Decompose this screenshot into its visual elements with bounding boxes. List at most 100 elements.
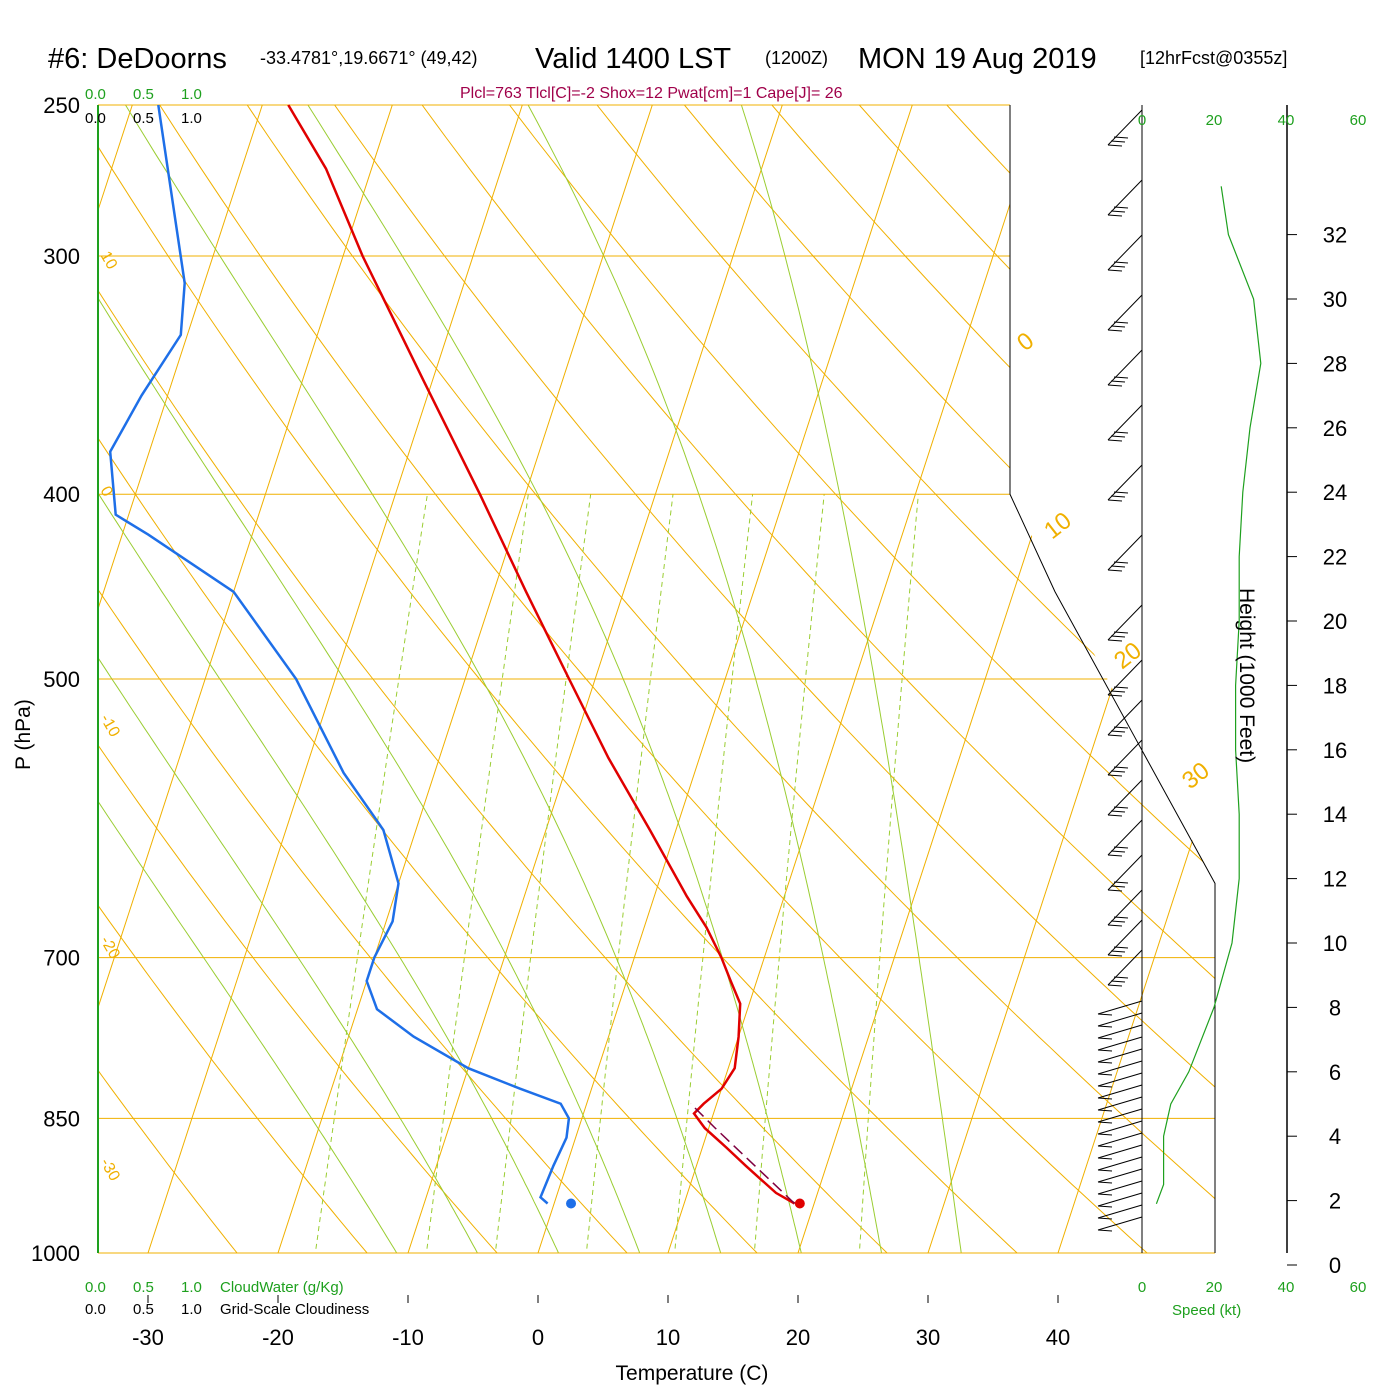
- forecast-date: MON 19 Aug 2019: [858, 43, 1097, 75]
- wind-barb: [1107, 534, 1143, 572]
- wind-barb: [1097, 1108, 1143, 1124]
- barb-feather: [1107, 694, 1123, 697]
- axis-ticks: 100-10-20-300102030250300400500700850100…: [31, 93, 1366, 1350]
- barb-staff: [1107, 464, 1143, 501]
- temp-tick-0: 0: [532, 1325, 544, 1350]
- barb-feather: [1110, 850, 1126, 853]
- wind-barb: [1107, 854, 1143, 892]
- barb-feather: [1113, 321, 1129, 324]
- height-tick-32: 32: [1323, 223, 1347, 248]
- station-title: #6: DeDoorns: [48, 43, 227, 75]
- mixing-ratio-label-3: 3: [475, 1270, 494, 1286]
- barb-feather: [1110, 435, 1126, 438]
- barb-feather: [1107, 269, 1123, 272]
- speed-tick-top-40: 40: [1278, 112, 1295, 129]
- barb-staff: [1097, 1192, 1143, 1207]
- mixing-ratio-20: [856, 494, 919, 1253]
- wind-barb: [1097, 1096, 1143, 1112]
- pressure-tick-400: 400: [43, 482, 80, 507]
- barb-staff: [1097, 1120, 1143, 1135]
- moist-adiabat--2: [98, 105, 500, 1253]
- moist-adiabat-16: [104, 105, 734, 1253]
- barb-feather: [1110, 565, 1126, 568]
- barb-feather: [1110, 325, 1126, 328]
- cloudwater-scale-top-2: 1.0: [181, 86, 202, 103]
- barb-staff: [1107, 659, 1143, 696]
- wind-barb: [1097, 1216, 1143, 1232]
- mixing-ratio-1: [309, 494, 428, 1253]
- wind-barb: [1097, 1180, 1143, 1196]
- pressure-tick-300: 300: [43, 244, 80, 269]
- height-tick-22: 22: [1323, 545, 1347, 570]
- iso-label-left-10: 10: [97, 249, 121, 273]
- wind-barb: [1107, 234, 1143, 272]
- barb-feather: [1107, 854, 1123, 857]
- cloudwater-scale-top-0: 0.0: [85, 86, 106, 103]
- barb-staff: [1107, 294, 1143, 331]
- cloudiness-scale-top-0: 0.0: [85, 110, 106, 127]
- barb-feather: [1110, 810, 1126, 813]
- barb-feather: [1113, 261, 1129, 264]
- cloudiness-scale-bottom-0: 0.0: [85, 1301, 106, 1318]
- temperature-profile: [287, 104, 796, 1205]
- valid-time: Valid 1400 LST: [535, 43, 731, 75]
- temp-tick-20: 20: [786, 1325, 810, 1350]
- barb-staff: [1097, 1180, 1143, 1195]
- barb-feather: [1113, 766, 1129, 769]
- cloudiness-scale-top-2: 1.0: [181, 110, 202, 127]
- surface-temperature-marker: [794, 1198, 805, 1209]
- dry-adiabat-460: [1348, 71, 1400, 1293]
- mixing-ratio-5: [581, 494, 674, 1253]
- pressure-tick-1000: 1000: [31, 1241, 80, 1266]
- barb-staff: [1097, 1060, 1143, 1075]
- barb-staff: [1097, 1084, 1143, 1099]
- temp-tick-40: 40: [1046, 1325, 1070, 1350]
- height-tick-12: 12: [1323, 867, 1347, 892]
- barb-feather: [1110, 380, 1126, 383]
- barb-feather: [1107, 954, 1123, 957]
- wind-barb: [1107, 349, 1143, 387]
- height-tick-30: 30: [1323, 287, 1347, 312]
- barb-feather: [1113, 686, 1129, 689]
- barb-feather: [1110, 980, 1126, 983]
- cloudiness-scale-bottom-1: 0.5: [133, 1301, 154, 1318]
- mixing-ratio-8: [670, 494, 754, 1253]
- barb-feather: [1097, 1097, 1113, 1100]
- speed-axis-label: Speed (kt): [1172, 1302, 1241, 1319]
- dry-adiabat-390: [742, 105, 1215, 1253]
- barb-feather: [1110, 950, 1126, 953]
- height-tick-16: 16: [1323, 738, 1347, 763]
- wind-barb: [1107, 949, 1143, 987]
- barb-staff: [1097, 1144, 1143, 1159]
- barb-feather: [1113, 806, 1129, 809]
- speed-tick-top-20: 20: [1206, 112, 1223, 129]
- barb-feather: [1107, 639, 1123, 642]
- dry-adiabat-360: [483, 105, 1215, 1253]
- dry-adiabat-270: [98, 105, 534, 1253]
- barb-feather: [1110, 635, 1126, 638]
- barb-staff: [1097, 1132, 1143, 1147]
- zulu-time: (1200Z): [765, 48, 828, 68]
- moist-adiabat--8: [98, 105, 422, 1253]
- temp-tick-30: 30: [916, 1325, 940, 1350]
- barb-staff: [1097, 1204, 1143, 1219]
- wind-barb: [1107, 889, 1143, 927]
- mixing-ratio-2: [420, 494, 529, 1253]
- iso-label-left-0: 0: [97, 484, 116, 500]
- barb-staff: [1107, 919, 1143, 956]
- barb-staff: [1107, 404, 1143, 441]
- moist-adiabat-22: [286, 105, 812, 1253]
- wind-barb: [1097, 1060, 1143, 1076]
- height-tick-20: 20: [1323, 609, 1347, 634]
- barb-staff: [1107, 109, 1143, 146]
- barb-staff: [1097, 1108, 1143, 1123]
- mixing-ratio-label-12: 12: [735, 1263, 758, 1286]
- barb-feather: [1097, 1169, 1113, 1172]
- wind-barb: [1097, 1072, 1143, 1088]
- barb-feather: [1097, 1025, 1113, 1028]
- iso-label-right-10: 10: [1039, 507, 1077, 545]
- barb-feather: [1110, 140, 1126, 143]
- barb-staff: [1107, 779, 1143, 816]
- barb-feather: [1113, 376, 1129, 379]
